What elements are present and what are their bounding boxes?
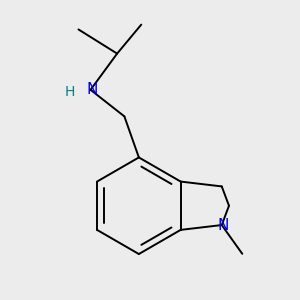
Text: N: N	[218, 218, 229, 232]
Text: N: N	[87, 82, 98, 97]
Text: H: H	[65, 85, 75, 99]
